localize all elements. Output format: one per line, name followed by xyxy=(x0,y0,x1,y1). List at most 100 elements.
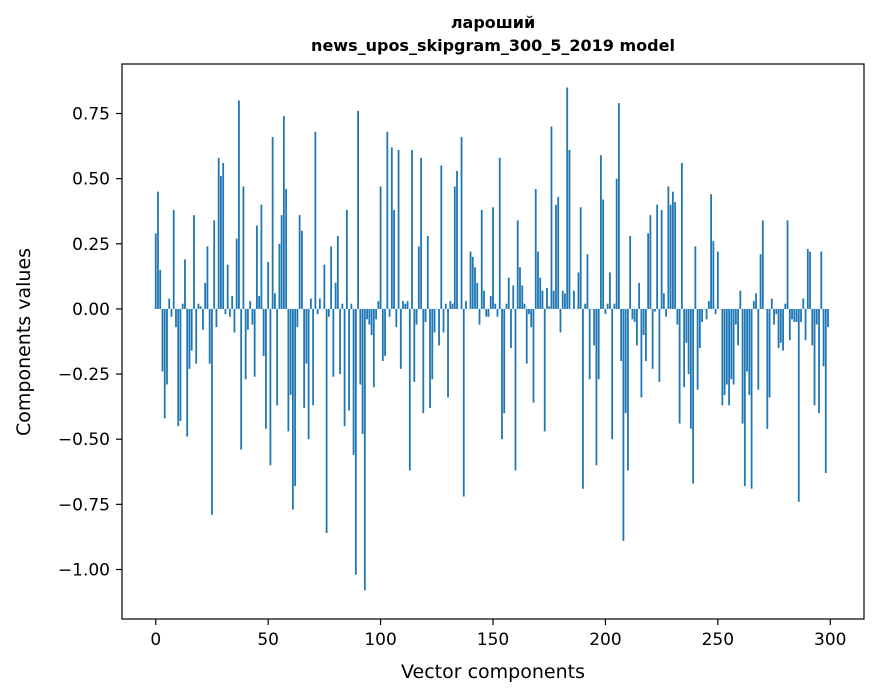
bar-component-245 xyxy=(705,308,708,320)
bar-component-129 xyxy=(444,303,447,309)
bar-component-71 xyxy=(314,131,317,309)
bar-component-9 xyxy=(175,308,177,328)
bar-component-161 xyxy=(516,220,519,309)
bar-component-179 xyxy=(557,196,560,309)
bar-component-6 xyxy=(168,298,171,309)
bar-component-238 xyxy=(689,308,692,429)
bar-component-207 xyxy=(620,308,623,362)
bar-component-293 xyxy=(813,308,816,406)
bar-component-85 xyxy=(345,209,348,309)
y-tick-label: −0.25 xyxy=(58,365,110,385)
x-tick-label: 0 xyxy=(150,630,161,650)
bar-component-273 xyxy=(768,308,771,398)
bar-component-199 xyxy=(602,199,605,309)
x-tick-label: 250 xyxy=(702,630,734,650)
bar-component-195 xyxy=(593,308,596,346)
bar-component-258 xyxy=(734,308,737,325)
bar-component-247 xyxy=(710,194,712,309)
bar-component-138 xyxy=(465,301,467,309)
bar-component-171 xyxy=(539,277,542,309)
bar-component-122 xyxy=(429,308,431,408)
bar-component-45 xyxy=(256,225,258,309)
bar-component-141 xyxy=(471,256,474,309)
bar-component-58 xyxy=(285,189,288,309)
bar-component-165 xyxy=(525,308,528,364)
bar-component-116 xyxy=(415,308,418,325)
bar-component-69 xyxy=(309,298,312,309)
bar-component-204 xyxy=(613,303,616,309)
bar-component-261 xyxy=(741,308,744,424)
x-tick-label: 100 xyxy=(364,630,396,650)
bar-component-284 xyxy=(793,308,796,322)
bar-component-84 xyxy=(343,308,346,427)
bar-component-10 xyxy=(177,308,180,427)
bar-component-183 xyxy=(566,87,569,309)
bar-component-1 xyxy=(157,191,159,309)
bar-component-55 xyxy=(278,243,281,309)
bar-component-28 xyxy=(217,157,220,309)
bar-component-20 xyxy=(199,306,202,309)
bar-component-148 xyxy=(487,308,490,317)
bar-component-77 xyxy=(327,308,330,317)
bar-component-180 xyxy=(559,308,562,333)
bar-component-215 xyxy=(638,282,641,309)
bar-component-232 xyxy=(676,308,679,325)
x-tick-label: 50 xyxy=(257,630,279,650)
bar-component-285 xyxy=(795,308,798,322)
y-axis-label: Components values xyxy=(13,248,35,436)
bar-component-57 xyxy=(282,116,285,309)
bar-component-223 xyxy=(656,204,659,309)
bar-component-43 xyxy=(251,308,254,325)
bar-component-298 xyxy=(824,308,827,474)
bar-component-111 xyxy=(404,303,407,309)
bar-component-59 xyxy=(287,308,290,432)
bar-component-92 xyxy=(361,308,364,434)
bar-component-163 xyxy=(521,285,524,309)
bar-component-81 xyxy=(336,235,339,309)
bar-component-94 xyxy=(366,308,368,320)
bar-component-220 xyxy=(649,215,652,309)
bar-component-280 xyxy=(784,303,787,309)
bar-component-193 xyxy=(588,308,591,380)
bar-component-114 xyxy=(411,149,413,309)
bar-component-15 xyxy=(188,308,191,369)
bar-component-76 xyxy=(325,308,328,534)
bar-component-14 xyxy=(186,308,189,437)
bar-component-60 xyxy=(289,308,292,395)
bar-component-182 xyxy=(564,293,566,309)
bar-component-186 xyxy=(573,290,575,309)
bar-component-240 xyxy=(694,246,697,309)
bar-component-268 xyxy=(757,308,760,390)
y-tick-label: 0.25 xyxy=(72,235,110,255)
y-tick-label: −1.00 xyxy=(58,560,110,580)
bar-component-231 xyxy=(674,202,677,309)
bar-component-167 xyxy=(530,308,533,328)
bar-component-97 xyxy=(372,308,375,388)
bar-component-7 xyxy=(170,308,173,317)
bar-component-127 xyxy=(440,165,443,309)
bar-component-281 xyxy=(786,220,789,309)
bar-component-154 xyxy=(501,308,503,440)
bar-component-137 xyxy=(462,308,465,497)
bar-component-178 xyxy=(555,204,557,309)
bar-component-34 xyxy=(231,295,234,309)
bar-component-89 xyxy=(354,308,357,575)
bar-component-56 xyxy=(280,215,283,309)
bar-component-61 xyxy=(291,308,294,510)
bar-component-40 xyxy=(244,308,247,380)
bar-component-289 xyxy=(804,308,807,341)
bar-component-16 xyxy=(190,308,193,351)
bar-component-82 xyxy=(339,308,341,375)
bar-component-44 xyxy=(253,308,256,377)
bar-component-239 xyxy=(692,308,695,484)
bar-component-29 xyxy=(220,176,222,309)
bar-component-5 xyxy=(166,308,168,385)
bar-component-96 xyxy=(370,308,373,335)
bar-component-242 xyxy=(698,308,701,349)
bar-component-174 xyxy=(546,288,548,309)
bar-component-224 xyxy=(658,308,661,382)
bar-component-166 xyxy=(528,308,530,315)
bar-component-133 xyxy=(453,186,456,309)
bar-component-48 xyxy=(262,308,265,356)
bar-component-131 xyxy=(449,301,452,309)
